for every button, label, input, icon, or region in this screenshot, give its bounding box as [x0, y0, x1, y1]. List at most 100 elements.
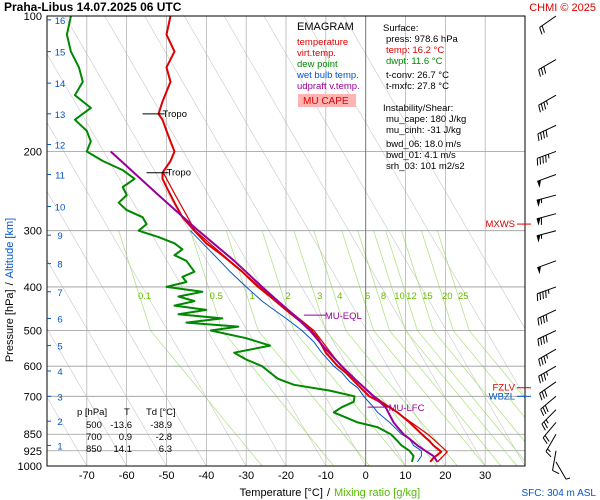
series-line-virt-temp — [162, 172, 448, 463]
right-level-label: FZLV — [492, 383, 515, 394]
wind-barb-flag — [543, 102, 547, 110]
table-cell: -2.8 — [156, 432, 172, 443]
wind-barb — [536, 286, 557, 302]
wind-barb-pennant — [537, 179, 541, 188]
mixing-ratio-line — [373, 230, 406, 331]
wind-barb-flag — [543, 356, 547, 364]
wind-barb-pennant — [536, 217, 541, 226]
table-header-p: p [hPa] — [77, 407, 107, 418]
y-tick-label: 600 — [24, 361, 42, 373]
isotherm-line — [184, 16, 446, 466]
mixing-ratio-line — [257, 330, 370, 466]
wind-barb-flag — [541, 423, 546, 431]
table-cell: 500 — [86, 420, 102, 431]
table-header-td: Td [°C] — [146, 407, 176, 418]
altitude-tick-label: 9 — [57, 231, 62, 242]
mixing-ratio-line — [421, 230, 454, 331]
mixing-ratio-line — [225, 230, 259, 331]
altitude-tick-label: 4 — [57, 367, 62, 378]
wind-barb-flag — [536, 293, 539, 302]
wind-barb-staff — [542, 422, 557, 439]
table-header-t: T — [124, 407, 130, 418]
altitude-tick-label: 5 — [57, 342, 62, 353]
mixing-ratio-line — [313, 230, 347, 331]
wind-barb — [541, 409, 557, 431]
mixing-ratio-label: 0.1 — [138, 291, 151, 302]
series-line-udpraft-v-temp — [110, 150, 439, 463]
altitude-tick-label: 7 — [57, 288, 62, 299]
mu-cinh-value: mu_cinh: -31 J/kg — [386, 125, 461, 136]
legend-dew-point: dew point — [297, 59, 338, 70]
isotherm-line — [343, 16, 525, 330]
x-tick-label: 0 — [363, 470, 369, 482]
level-label: MU-LFC — [389, 403, 425, 414]
wind-barb-flag — [540, 67, 544, 76]
wind-barb-flag — [540, 408, 545, 417]
wind-barb-staff — [555, 461, 567, 480]
wind-barb-flag — [540, 132, 543, 140]
wind-barb-half — [545, 419, 549, 424]
y-tick-label: 100 — [24, 11, 42, 23]
wind-barb-staff — [536, 230, 557, 237]
wind-barb-staff — [537, 124, 557, 135]
instability-info: Instability/Shear: mu_cape: 180 J/kg mu_… — [383, 103, 466, 172]
wind-barb-staff — [537, 150, 557, 159]
wind-barb-staff — [537, 309, 557, 319]
mixing-ratio-line — [293, 330, 406, 466]
wind-barb-staff — [538, 348, 557, 360]
wind-barb-flag — [539, 27, 543, 35]
mu-cape-value: mu_cape: 180 J/kg — [386, 114, 466, 125]
y-axis-label-pressure: Pressure [hPa] — [4, 289, 16, 362]
right-level-label: MXWS — [485, 219, 515, 230]
wind-barb-staff — [540, 395, 557, 410]
bwd06-value: bwd_06: 18.0 m/s — [386, 139, 461, 150]
wind-barbs — [536, 15, 571, 480]
wind-barb-flag — [542, 336, 545, 344]
wind-barb — [555, 461, 571, 480]
wind-barb-flag — [542, 437, 548, 445]
wind-barb-staff — [537, 286, 557, 295]
tropopause-label: Tropo — [163, 109, 187, 120]
surface-tmxfc: t-mxfc: 27.8 °C — [386, 81, 449, 92]
wind-barb-flag — [543, 66, 547, 74]
mixing-ratio-label: 20 — [442, 291, 453, 302]
wind-barb — [538, 94, 557, 113]
mixing-ratio-label: 15 — [422, 291, 433, 302]
level-table: p [hPa] T Td [°C] 500 -13.6 -38.9 700 0.… — [77, 407, 176, 455]
wind-barb-flag — [545, 129, 548, 138]
wind-barb-flag — [542, 131, 545, 139]
altitude-tick-label: 11 — [55, 170, 65, 181]
mixing-ratio-line — [221, 330, 335, 466]
mixing-ratio-line — [401, 230, 434, 331]
mixing-ratio-line — [325, 330, 438, 466]
x-tick-label: -10 — [318, 470, 334, 482]
mixing-ratio-line — [385, 230, 418, 331]
wind-barb-staff — [538, 94, 557, 106]
wind-barb-flag — [538, 359, 541, 367]
wind-barb-flag — [539, 292, 542, 301]
wind-barb — [537, 330, 557, 347]
wind-barb — [537, 260, 557, 275]
wind-barb-flag — [544, 405, 549, 413]
wind-barb — [539, 381, 557, 401]
mixing-ratio-label: 2 — [285, 291, 290, 302]
wind-barb — [537, 174, 557, 188]
wind-barb — [537, 124, 557, 142]
altitude-tick-label: 15 — [55, 48, 66, 59]
wind-barb-flag — [544, 435, 550, 442]
y-tick-label: 200 — [24, 146, 42, 158]
isotherm-line — [47, 53, 287, 466]
mixing-ratio-line — [341, 230, 374, 331]
wind-barb-flag — [539, 393, 543, 401]
y-tick-label: 300 — [24, 226, 42, 238]
wind-barb-flag — [542, 315, 545, 324]
altitude-tick-label: 16 — [55, 16, 66, 27]
wind-barb-half — [545, 354, 549, 359]
wind-barb-flag — [537, 133, 540, 142]
mu-cape-label: MU CAPE — [303, 96, 349, 107]
sfc-label: SFC: 304 m ASL — [522, 488, 597, 499]
mixing-ratio-label: 4 — [337, 291, 342, 302]
copyright: CHMI © 2025 — [529, 2, 596, 14]
axes: -70 -60 -50 -40 -30 -20 -10 0 10 20 30 100 200 300 400… — [18, 11, 526, 482]
legend-virt-temp: virt.temp. — [297, 48, 336, 59]
